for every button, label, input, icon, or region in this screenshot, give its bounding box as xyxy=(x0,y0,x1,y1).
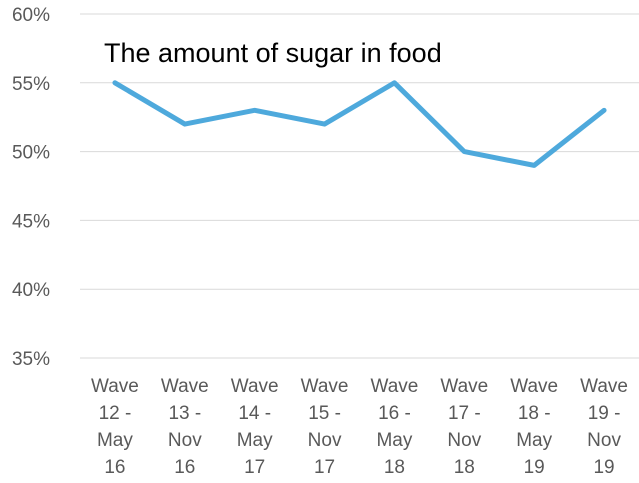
x-tick-label: Wave 15 -Nov 17 xyxy=(301,376,349,478)
x-tick-label: Wave 14 -May 17 xyxy=(231,376,279,478)
gridlines xyxy=(80,13,639,359)
x-tick-label: Wave 18 -May 19 xyxy=(510,376,558,478)
x-tick-label: Wave 17 -Nov 18 xyxy=(440,376,488,478)
y-tick-label: 60% xyxy=(12,5,50,26)
y-tick-label: 35% xyxy=(12,349,50,370)
x-tick-label: Wave 19 -Nov 19 xyxy=(580,376,628,478)
x-tick-label: Wave 16 -May 18 xyxy=(371,376,419,478)
series-line xyxy=(112,80,607,168)
y-axis-ticks: 35% 40% 45% 50% 55% 60% xyxy=(12,5,50,370)
y-tick-label: 55% xyxy=(12,74,50,95)
chart-title: The amount of sugar in food xyxy=(104,38,442,68)
y-tick-label: 45% xyxy=(12,211,50,232)
y-tick-label: 40% xyxy=(12,280,50,301)
x-tick-label: Wave 13 -Nov 16 xyxy=(161,376,209,478)
x-tick-label: Wave 12 -May 16 xyxy=(91,376,139,478)
x-axis-ticks: Wave 12 -May 16 Wave 13 -Nov 16 Wave 14 -May 17 W… xyxy=(91,376,628,478)
y-tick-label: 50% xyxy=(12,143,50,164)
series-layer xyxy=(112,80,607,168)
